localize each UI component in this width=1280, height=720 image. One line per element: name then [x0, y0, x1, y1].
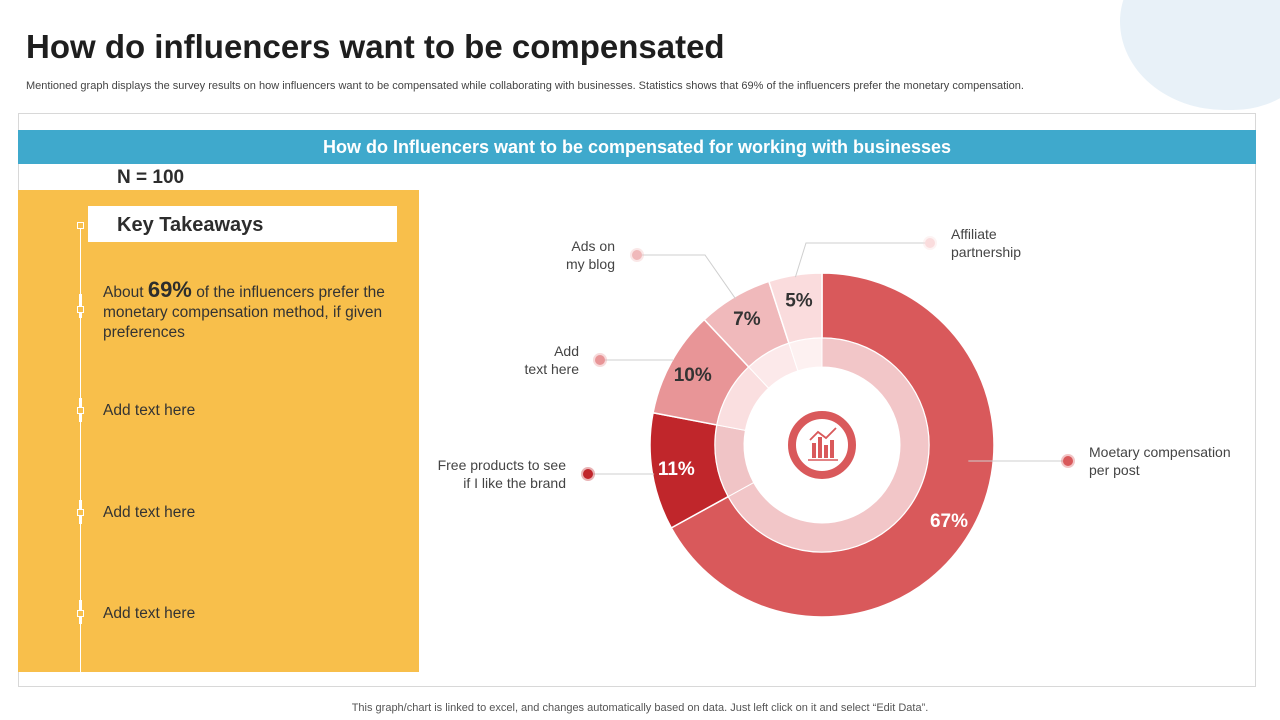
category-label: my blog — [566, 256, 615, 272]
takeaway-item-1: About 69% of the influencers prefer the … — [103, 277, 403, 343]
takeaway-item-3: Add text here — [103, 504, 196, 521]
category-label: Add — [554, 343, 579, 359]
data-label: 5% — [785, 290, 813, 311]
takeaway-item-4: Add text here — [103, 605, 196, 622]
category-label: if I like the brand — [463, 475, 566, 491]
data-label: 67% — [930, 511, 968, 532]
category-label: text here — [525, 361, 580, 377]
timeline-marker — [77, 222, 84, 229]
chart-title-banner: How do Influencers want to be compensate… — [18, 130, 1256, 164]
key-takeaways-title: Key Takeaways — [117, 214, 264, 236]
page-title: How do influencers want to be compensate… — [26, 28, 725, 65]
leader-line — [794, 242, 930, 278]
category-label: Affiliate — [951, 226, 997, 242]
timeline-marker — [77, 407, 84, 414]
key-takeaways-panel: Key Takeaways About 69% of the influence… — [18, 190, 419, 672]
timeline-marker — [77, 509, 84, 516]
legend-marker — [593, 353, 607, 367]
donut-slice-inner — [788, 337, 823, 372]
category-label: Ads on — [571, 238, 615, 254]
data-label: 7% — [733, 309, 761, 330]
category-label: per post — [1089, 462, 1140, 478]
legend-marker — [1061, 454, 1075, 468]
page-subtitle: Mentioned graph displays the survey resu… — [26, 80, 1024, 92]
donut-slice-inner — [727, 337, 930, 553]
timeline-marker — [77, 306, 84, 313]
footer-note: This graph/chart is linked to excel, and… — [351, 702, 929, 714]
category-label: Free products to see — [438, 457, 567, 473]
bar-chart-icon — [788, 411, 856, 479]
leader-line — [637, 254, 736, 299]
timeline-line — [80, 225, 81, 672]
data-label: 10% — [674, 365, 712, 386]
sample-size-label: N = 100 — [117, 167, 185, 188]
takeaway-suffix: of the influencers prefer the monetary c… — [103, 284, 385, 341]
takeaway-highlight: 69% — [147, 277, 192, 302]
legend-marker — [581, 467, 595, 481]
legend-marker — [923, 236, 937, 250]
category-label: Moetary compensation — [1089, 444, 1231, 460]
timeline-marker — [77, 610, 84, 617]
key-takeaways-header: Key Takeaways — [88, 206, 397, 242]
takeaway-prefix: About — [103, 284, 144, 301]
data-label: 11% — [658, 459, 695, 480]
takeaway-item-2: Add text here — [103, 402, 196, 419]
category-label: partnership — [951, 244, 1021, 260]
legend-marker — [630, 248, 644, 262]
